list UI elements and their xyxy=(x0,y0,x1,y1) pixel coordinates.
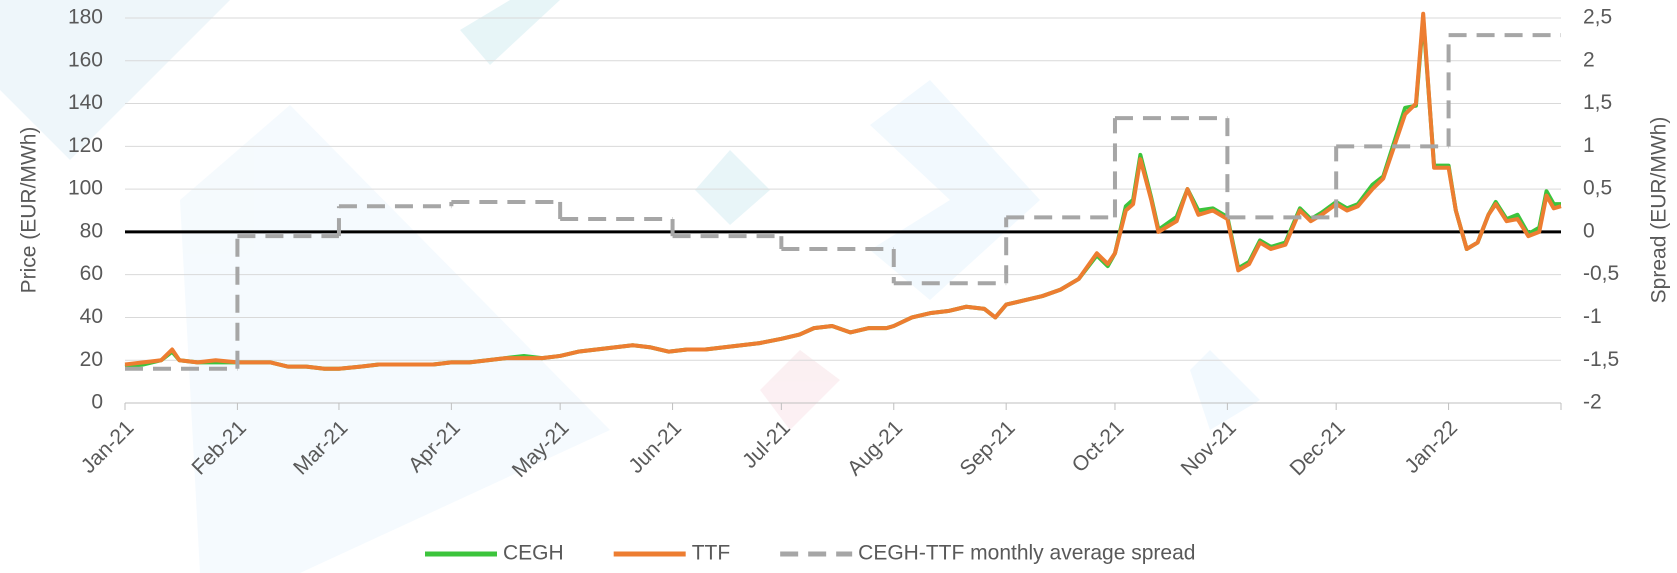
x-tick-label: Dec-21 xyxy=(1285,416,1349,480)
background-decor xyxy=(0,0,1260,430)
y2-tick-label: -0,5 xyxy=(1583,262,1619,285)
x-tick-label: Jan-21 xyxy=(77,416,139,478)
x-tick-label: Aug-21 xyxy=(843,416,907,480)
legend-label: CEGH xyxy=(503,542,564,565)
y2-tick-label: 1 xyxy=(1583,134,1595,157)
y2-tick-label: 2 xyxy=(1583,48,1595,71)
y-tick-label: 180 xyxy=(68,6,103,29)
x-tick-label: Oct-21 xyxy=(1068,416,1129,477)
price-line xyxy=(124,11,1562,371)
y2-axis-label: Spread (EUR/MWh) xyxy=(1648,117,1671,304)
y-tick-label: 120 xyxy=(68,134,103,157)
y2-tick-label: -1,5 xyxy=(1583,348,1619,371)
x-tick-label: Jan-22 xyxy=(1400,416,1462,478)
y-tick-label: 140 xyxy=(68,91,103,114)
y-tick-label: 0 xyxy=(91,391,103,414)
y-tick-label: 40 xyxy=(80,305,103,328)
legend: CEGH TTF CEGH-TTF monthly average spread xyxy=(425,542,1195,565)
y2-tick-label: -2 xyxy=(1583,391,1602,414)
y-axis-label: Price (EUR/MWh) xyxy=(18,127,41,294)
y-tick-label: 160 xyxy=(68,48,103,71)
x-tick-label: Jul-21 xyxy=(738,416,795,473)
x-tick-label: Sep-21 xyxy=(955,416,1019,480)
legend-label: CEGH-TTF monthly average spread xyxy=(858,542,1195,565)
y-tick-label: 100 xyxy=(68,177,103,200)
y2-tick-label: 1,5 xyxy=(1583,91,1612,114)
y-tick-label: 20 xyxy=(80,348,103,371)
y2-tick-label: 0 xyxy=(1583,219,1595,242)
x-tick-label: Jun-21 xyxy=(624,416,686,478)
legend-label: TTF xyxy=(692,542,730,565)
y2-tick-label: 2,5 xyxy=(1583,6,1612,29)
y2-tick-label: 0,5 xyxy=(1583,177,1612,200)
y-tick-label: 80 xyxy=(80,219,103,242)
y-tick-label: 60 xyxy=(80,262,103,285)
y2-tick-label: -1 xyxy=(1583,305,1602,328)
